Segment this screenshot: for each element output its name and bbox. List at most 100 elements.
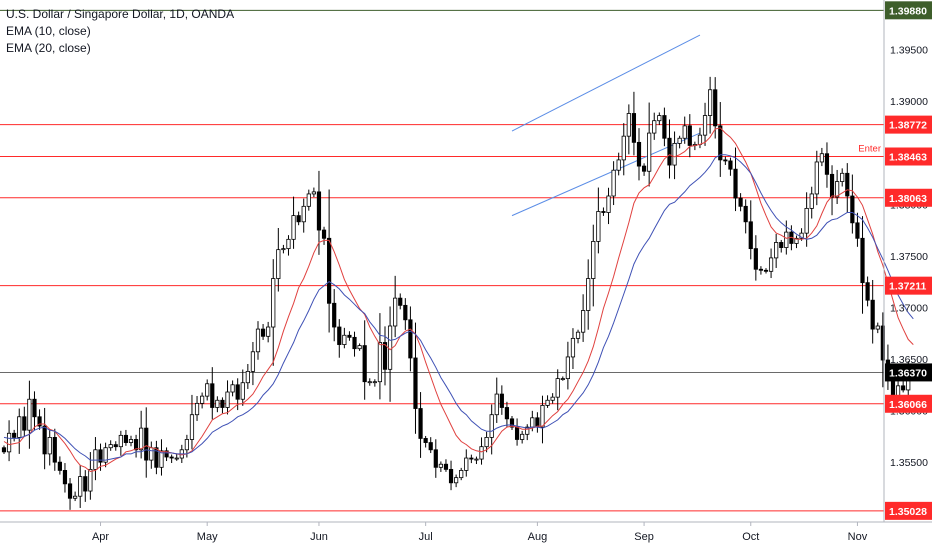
candle[interactable] [57,456,62,475]
candle[interactable] [154,440,159,475]
candle[interactable] [291,196,296,249]
candle[interactable] [779,239,784,253]
candle[interactable] [850,174,855,234]
candle[interactable] [469,454,474,464]
candle[interactable] [555,369,560,411]
candle[interactable] [32,391,37,430]
candle[interactable] [774,233,779,268]
candle[interactable] [479,437,484,465]
candle[interactable] [484,431,489,453]
candle[interactable] [581,294,586,342]
candle[interactable] [835,169,840,205]
candle[interactable] [667,119,672,179]
candle[interactable] [591,224,596,307]
candle[interactable] [17,408,22,454]
candle[interactable] [327,189,332,333]
candle[interactable] [276,227,281,292]
candle[interactable] [311,187,316,198]
candle[interactable] [123,429,129,446]
candle[interactable] [525,424,530,441]
candle[interactable] [702,102,708,146]
candle[interactable] [616,152,621,176]
candle[interactable] [316,170,322,255]
candle[interactable] [840,168,845,187]
candle[interactable] [535,412,540,433]
candle[interactable] [367,378,372,386]
candle[interactable] [550,393,555,404]
candle[interactable] [626,104,631,155]
candle[interactable] [149,441,154,469]
candle[interactable] [443,459,449,472]
candle[interactable] [855,212,860,247]
candle[interactable] [865,276,870,307]
candle[interactable] [606,187,611,225]
candle[interactable] [240,369,245,406]
candle[interactable] [352,331,357,357]
candle[interactable] [6,420,12,462]
candle[interactable] [514,418,520,446]
candle[interactable] [37,409,42,430]
candle[interactable] [708,76,713,134]
candle[interactable] [159,439,164,476]
candle[interactable] [215,396,220,413]
candle[interactable] [474,456,479,465]
candle[interactable] [641,163,647,176]
candle[interactable] [67,478,73,510]
candle[interactable] [382,326,388,386]
candle[interactable] [93,437,98,481]
candle[interactable] [819,147,824,167]
candle[interactable] [220,397,225,414]
candle[interactable] [250,341,256,386]
candle[interactable] [682,116,687,144]
candle[interactable] [875,322,880,334]
candle[interactable] [586,259,591,330]
candle[interactable] [814,150,819,206]
candle[interactable] [169,454,174,463]
candle[interactable] [260,324,266,340]
candle[interactable] [62,463,68,493]
candle[interactable] [631,91,637,156]
candle[interactable] [809,186,814,219]
candle[interactable] [362,320,367,400]
candle[interactable] [42,407,47,470]
candle[interactable] [901,380,906,393]
candle[interactable] [377,313,383,400]
candle[interactable] [139,410,144,459]
candle[interactable] [845,163,850,214]
candle[interactable] [255,321,261,360]
candle[interactable] [758,266,764,275]
candle[interactable] [601,207,606,216]
candle[interactable] [662,107,667,147]
candle[interactable] [459,467,464,481]
candle[interactable] [403,298,408,330]
candle[interactable] [118,430,123,456]
candle[interactable] [728,157,733,176]
candle[interactable] [723,156,728,165]
candle[interactable] [418,392,423,458]
candle[interactable] [321,226,327,245]
candle[interactable] [748,200,753,260]
candle[interactable] [560,376,565,381]
candle[interactable] [677,135,682,149]
candle[interactable] [22,406,27,437]
candle[interactable] [337,319,342,358]
candle[interactable] [504,401,510,427]
candle[interactable] [78,464,83,508]
candle[interactable] [347,331,352,341]
candle[interactable] [210,367,215,420]
candle[interactable] [540,395,545,444]
candle[interactable] [52,428,57,471]
candle[interactable] [194,395,200,421]
candle[interactable] [225,380,230,415]
candle[interactable] [647,102,652,187]
candle[interactable] [398,293,403,310]
candle[interactable] [113,441,118,451]
candle[interactable] [266,321,271,343]
trend-channel-upper[interactable] [511,34,701,132]
candle[interactable] [738,193,743,212]
candle[interactable] [245,364,250,389]
candle[interactable] [230,380,235,397]
candle[interactable] [133,434,139,458]
candle[interactable] [413,322,418,434]
